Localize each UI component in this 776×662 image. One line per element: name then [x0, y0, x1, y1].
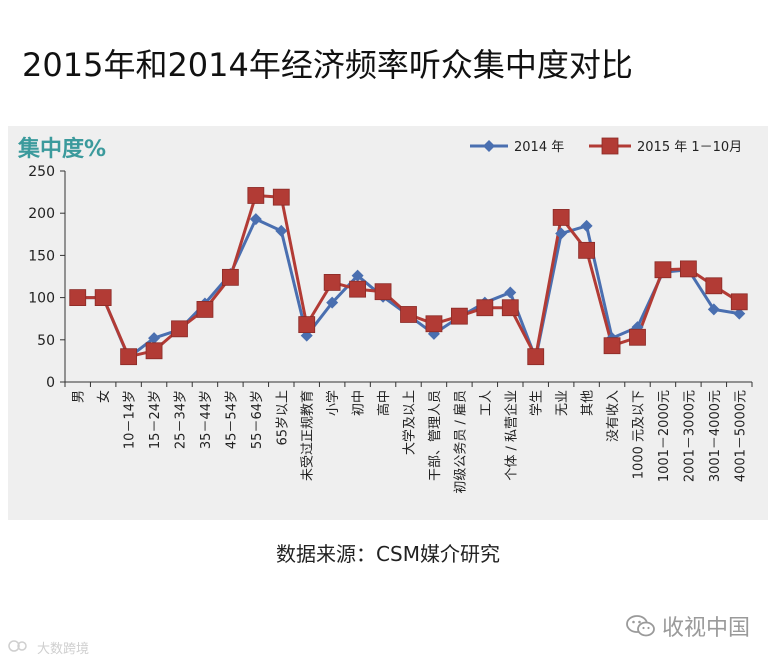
- legend-label: 2015 年 1－10月: [637, 140, 742, 155]
- y-tick-label: 250: [28, 164, 55, 180]
- x-tick-label: 未受过正规教育: [300, 390, 316, 481]
- x-tick-label: 3001－4000元: [708, 390, 723, 482]
- x-tick-label: 35－44岁: [199, 390, 214, 449]
- data-point-2015: [94, 289, 112, 307]
- data-point-2015: [578, 241, 596, 259]
- legend-marker-diamond: [483, 140, 495, 152]
- x-tick-label: 工人: [479, 390, 494, 416]
- x-tick-label: 1001－2000元: [657, 390, 672, 482]
- y-tick-label: 0: [46, 375, 55, 391]
- data-point-2014: [148, 332, 161, 345]
- data-point-2015: [349, 280, 367, 298]
- data-point-2014: [707, 303, 720, 316]
- x-tick-label: 15－24岁: [148, 390, 163, 449]
- data-point-2014: [275, 224, 288, 237]
- data-point-2015: [196, 301, 214, 318]
- watermark-text: 大数跨境: [37, 642, 90, 657]
- x-tick-label: 小学: [325, 390, 341, 416]
- data-point-2015: [730, 293, 748, 311]
- data-point-2015: [552, 209, 570, 226]
- data-point-2014: [504, 286, 517, 299]
- data-point-2015: [425, 315, 443, 333]
- data-point-2015: [323, 274, 341, 291]
- legend-marker-square: [601, 137, 619, 155]
- data-point-2015: [527, 348, 545, 366]
- y-tick-label: 100: [28, 291, 55, 307]
- x-tick-label: 没有收入: [606, 390, 621, 442]
- y-tick-label: 200: [28, 206, 55, 222]
- page-title: 2015年和2014年经济频率听众集中度对比: [22, 46, 633, 84]
- x-tick-label: 干部、管理人员: [428, 390, 443, 481]
- data-point-2015: [603, 337, 621, 355]
- x-tick-label: 初中: [352, 390, 367, 416]
- x-tick-label: 无业: [555, 390, 570, 416]
- data-point-2015: [705, 277, 723, 295]
- x-tick-label: 45－54岁: [224, 390, 239, 449]
- data-point-2015: [69, 289, 87, 307]
- data-point-2014: [555, 227, 568, 240]
- data-point-2015: [247, 187, 265, 204]
- x-tick-label: 1000 元及以下: [632, 390, 647, 479]
- data-point-2015: [654, 261, 672, 279]
- x-tick-label: 65岁以上: [275, 390, 290, 446]
- data-point-2015: [145, 342, 163, 360]
- data-point-2015: [450, 307, 468, 325]
- y-tick-label: 50: [37, 333, 55, 349]
- x-tick-label: 55－64岁: [250, 390, 265, 449]
- data-point-2015: [501, 299, 519, 317]
- x-tick-label: 个体 / 私营企业: [503, 390, 519, 481]
- x-tick-label: 4001－5000元: [733, 390, 748, 482]
- source-caption: 数据来源：CSM媒介研究: [276, 542, 500, 566]
- data-point-2014: [733, 307, 746, 320]
- line-chart: 集中度% 0 50 100 150 200 250 男女 10－14岁 15－24岁 25－34岁 3…: [17, 136, 753, 494]
- x-tick-label: 25－34岁: [174, 390, 189, 449]
- x-tick-label: 其他: [581, 390, 596, 416]
- data-point-2015: [629, 328, 646, 346]
- x-tick-label: 高中: [376, 390, 392, 416]
- data-point-2014: [351, 269, 364, 282]
- data-point-2015: [298, 316, 316, 334]
- x-tick-label: 女: [96, 390, 112, 403]
- x-tick-label: 10－14岁: [123, 390, 138, 449]
- data-point-2015: [120, 348, 138, 366]
- x-tick-label: 2001－3000元: [682, 390, 697, 482]
- data-point-2015: [476, 299, 494, 317]
- data-point-2014: [249, 213, 262, 226]
- x-tick-label: 大学及以上: [402, 390, 418, 455]
- data-point-2014: [631, 321, 644, 334]
- brand-logo: 收视中国: [626, 610, 750, 642]
- wechat-icon: [626, 615, 656, 637]
- watermark-logo-icon: [8, 639, 34, 657]
- x-tick-label: 学生: [529, 390, 545, 416]
- data-point-2015: [171, 320, 188, 338]
- x-tick-label: 初级公务员 / 雇员: [452, 390, 468, 494]
- data-point-2015: [374, 283, 392, 301]
- data-point-2015: [400, 306, 417, 323]
- y-axis-label: 集中度%: [17, 136, 106, 162]
- x-tick-label: 男: [72, 390, 87, 403]
- data-point-2015: [272, 188, 290, 206]
- y-tick-label: 150: [28, 248, 55, 264]
- data-point-2015: [221, 268, 239, 286]
- legend-label: 2014 年: [514, 140, 564, 155]
- data-point-2015: [679, 260, 697, 278]
- data-point-2014: [326, 296, 339, 309]
- watermark: 大数跨境: [8, 638, 89, 657]
- chart-panel: 集中度% 0 50 100 150 200 250 男女 10－14岁 15－24岁 25－34岁 3…: [8, 126, 768, 520]
- data-point-2014: [580, 219, 593, 232]
- brand-name: 收视中国: [661, 616, 750, 641]
